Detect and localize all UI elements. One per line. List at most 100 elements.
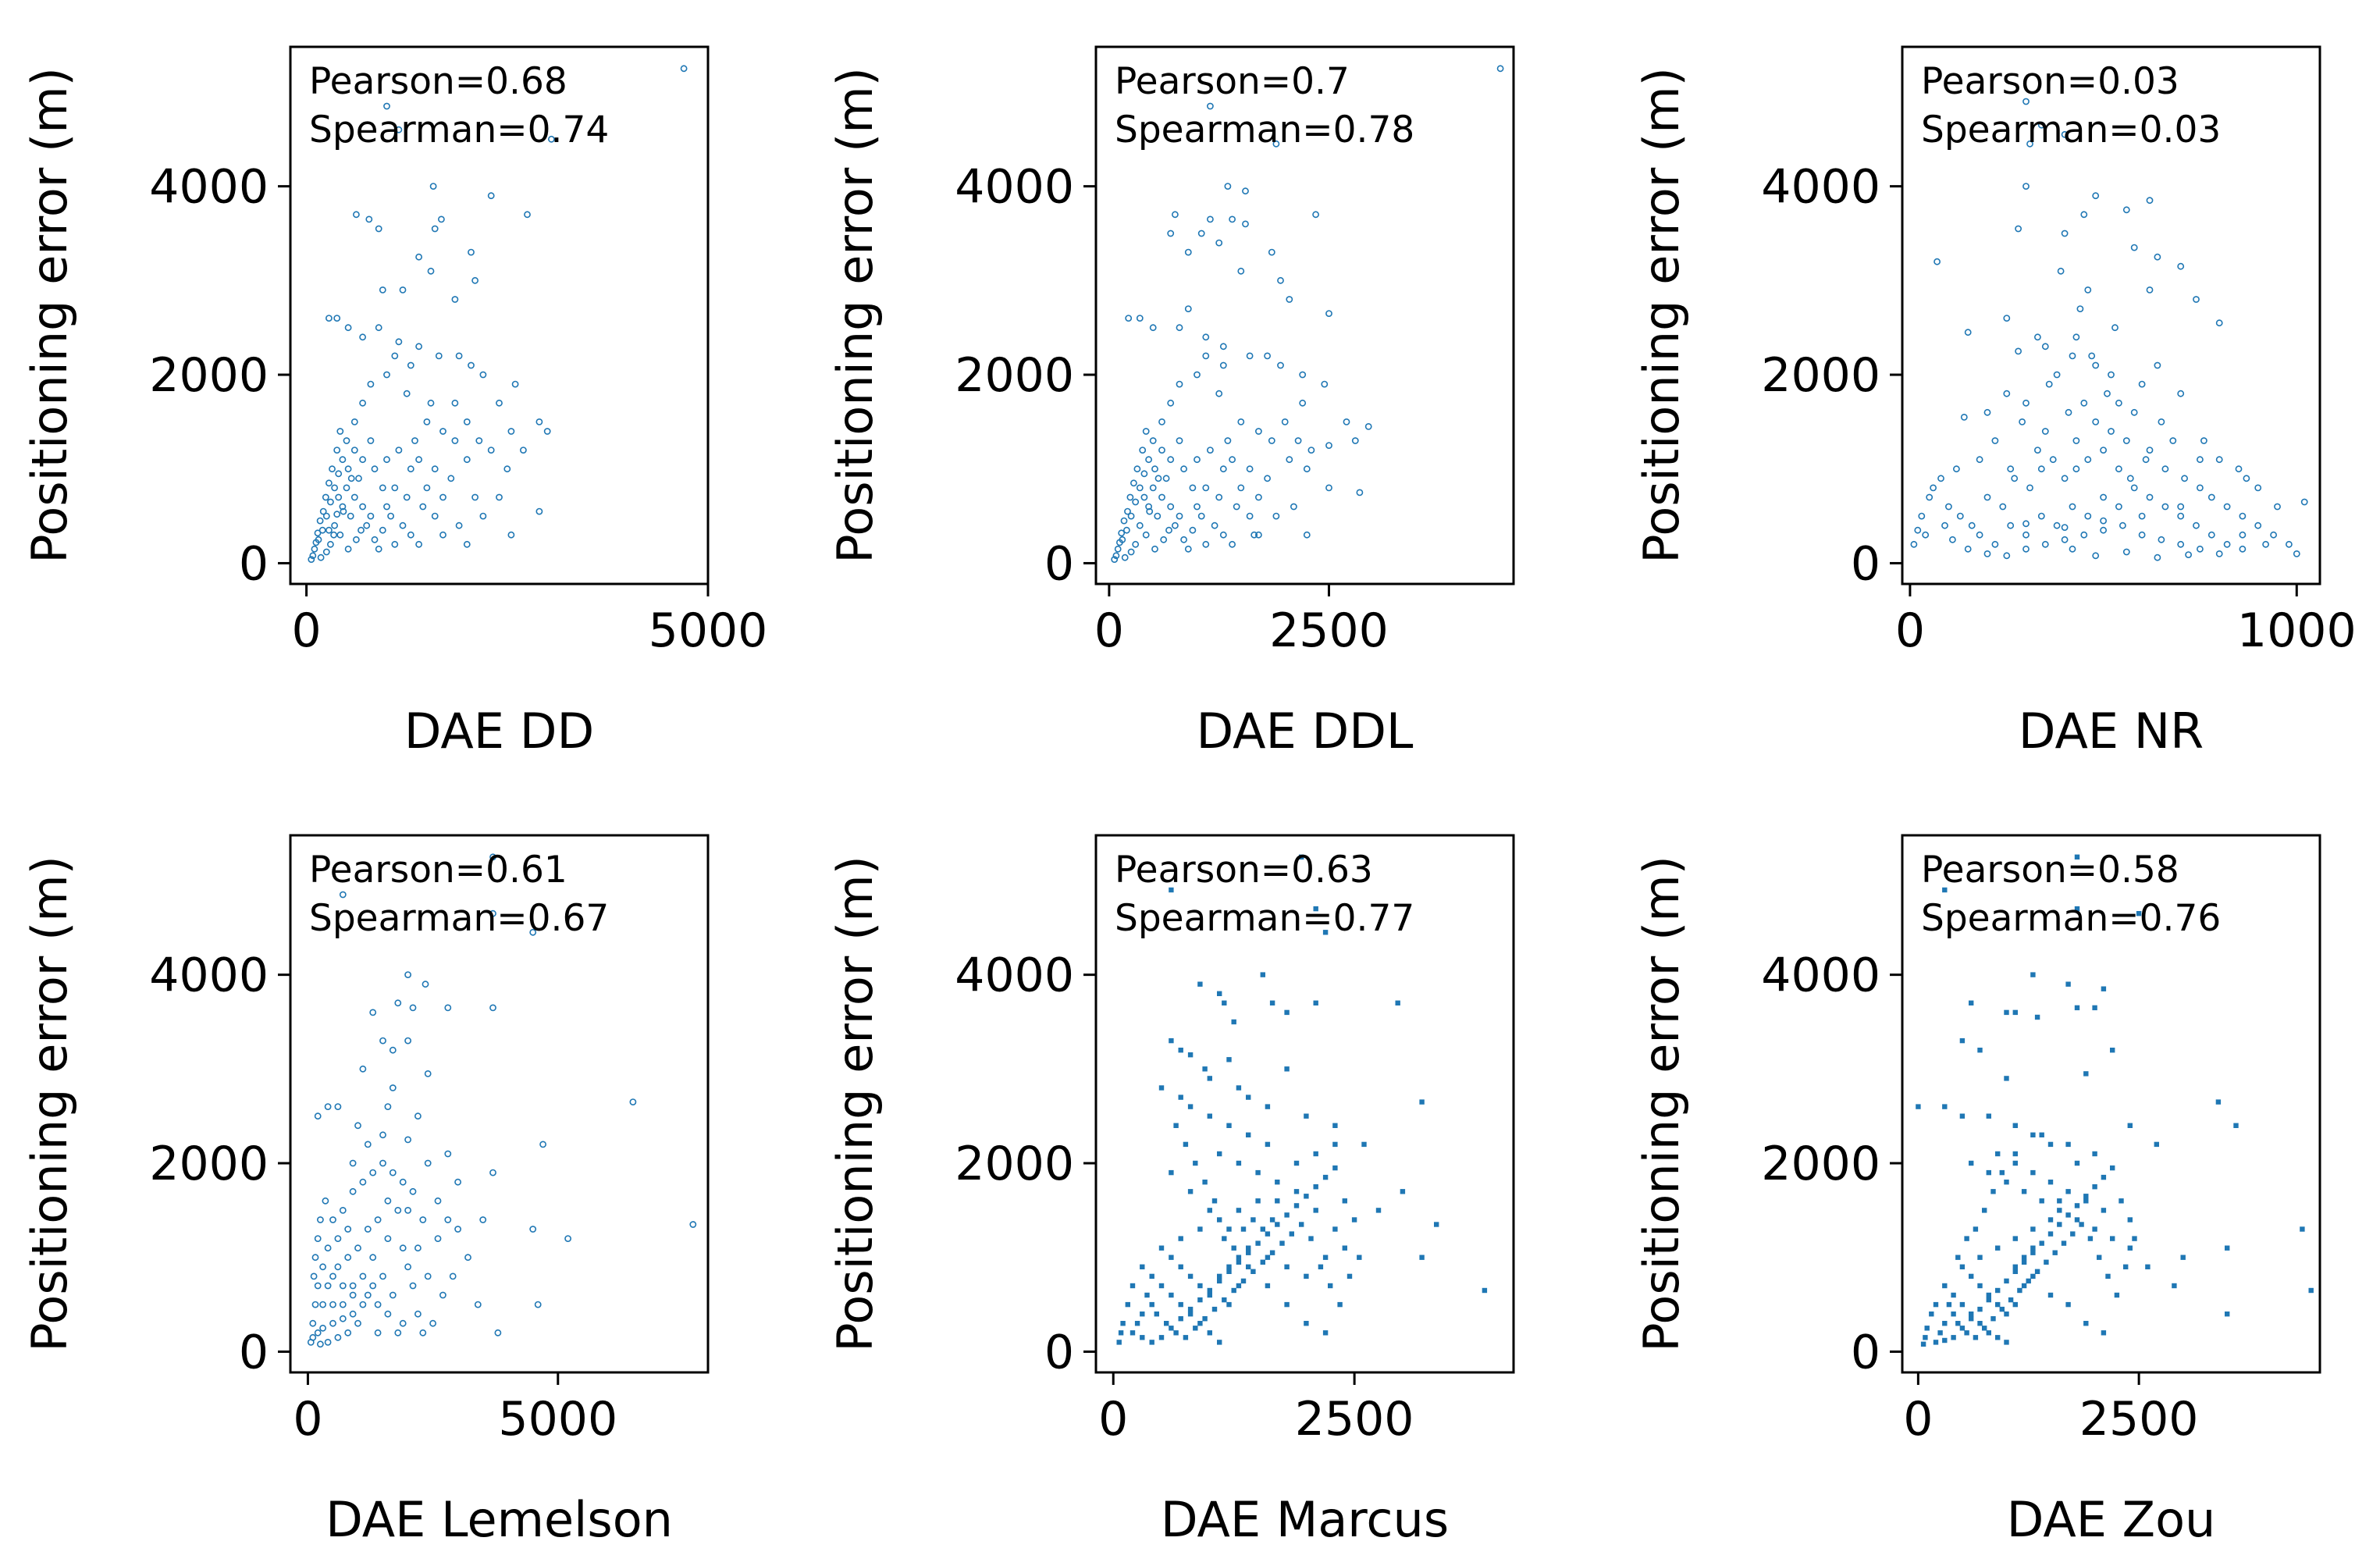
data-point [431,465,439,473]
data-point [2084,456,2092,464]
data-point [2130,244,2138,251]
data-point [2293,550,2300,557]
data-point [1158,418,1165,425]
data-point [434,1235,442,1242]
data-point [539,1141,546,1148]
data-point [1999,503,2007,511]
data-point [1140,1335,1145,1340]
data-point [331,484,338,492]
data-point [447,475,455,482]
data-point [1942,1283,1948,1289]
data-point [1284,1301,1290,1308]
data-point [1158,1245,1165,1251]
data-point [1151,545,1158,553]
data-point [423,418,431,425]
data-point [2030,1226,2036,1232]
data-point [1118,529,1126,537]
data-point [1169,1292,1174,1298]
data-point [1178,1316,1183,1322]
data-point [1231,1019,1236,1025]
data-point [1127,512,1135,520]
data-point [319,1263,326,1271]
data-point [329,1319,336,1327]
data-point [1226,1269,1232,1274]
data-point [2065,1301,2071,1308]
data-point [334,1235,342,1242]
data-point [2138,380,2146,388]
data-point [479,371,487,379]
data-point [2065,1212,2071,1218]
data-point [1149,1340,1154,1345]
data-point [355,475,362,482]
data-point [423,484,431,492]
data-point [2108,371,2115,379]
data-point [1167,399,1175,407]
data-point [2030,972,2036,977]
data-point [1991,437,1999,444]
x-axis-label: DAE DD [404,703,594,760]
data-point [1328,1283,1333,1289]
data-point [1194,371,1201,379]
data-point [1924,1326,1930,1331]
data-point [339,503,347,511]
data-point [1960,414,1968,421]
data-point [384,1103,392,1110]
data-point [369,1169,377,1176]
data-point [369,1254,377,1262]
data-point [383,456,390,464]
data-point [2039,1132,2044,1137]
data-point [424,1272,432,1280]
data-point [1959,1264,1966,1269]
data-point [2104,390,2111,397]
data-point [2092,552,2100,560]
data-point [2037,512,2045,520]
data-point [415,540,422,548]
data-point [2239,512,2247,520]
data-point [383,102,390,110]
data-point [2087,1236,2094,1241]
data-point [2161,465,2169,473]
data-point [404,1263,411,1271]
data-point [1236,1085,1242,1091]
data-point [343,484,350,492]
data-point [314,1112,322,1120]
spearman-annotation: Spearman=0.03 [1921,109,2221,151]
data-point [2142,456,2150,464]
data-point [1202,333,1210,341]
data-point [1183,1141,1189,1148]
data-point [1995,1335,2001,1340]
data-point [2169,437,2177,444]
data-point [1482,1287,1488,1294]
data-point [391,484,399,492]
x-axis-label: DAE Marcus [1161,1491,1449,1548]
data-point [365,215,373,223]
data-point [1395,1000,1400,1005]
data-point [2111,324,2119,332]
data-point [1202,484,1210,492]
data-point [2146,493,2154,501]
data-point [2110,1236,2115,1241]
data-point [374,1329,382,1336]
data-point [395,126,403,133]
data-point [415,456,422,464]
data-point [404,1207,411,1214]
data-point [2196,484,2204,492]
data-point [379,526,386,534]
y-tick-label: 2000 [1761,1137,1880,1191]
data-point [334,1103,342,1110]
data-point [2037,121,2045,129]
data-point [1419,1255,1425,1260]
data-point [326,498,334,506]
data-point [444,1004,452,1012]
pearson-annotation: Pearson=0.58 [1921,849,2179,892]
y-tick-label: 4000 [149,160,269,215]
data-point [359,1301,367,1308]
data-point [1194,503,1201,511]
data-point [1142,531,1150,539]
data-point [1361,1141,1367,1148]
data-point [496,399,503,407]
data-point [1944,503,1952,511]
pearson-annotation: Pearson=0.61 [309,849,567,892]
data-point [2072,333,2080,341]
x-tick-label: 0 [1094,603,1124,658]
